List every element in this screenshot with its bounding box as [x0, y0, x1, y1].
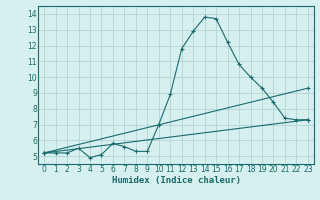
X-axis label: Humidex (Indice chaleur): Humidex (Indice chaleur)	[111, 176, 241, 185]
